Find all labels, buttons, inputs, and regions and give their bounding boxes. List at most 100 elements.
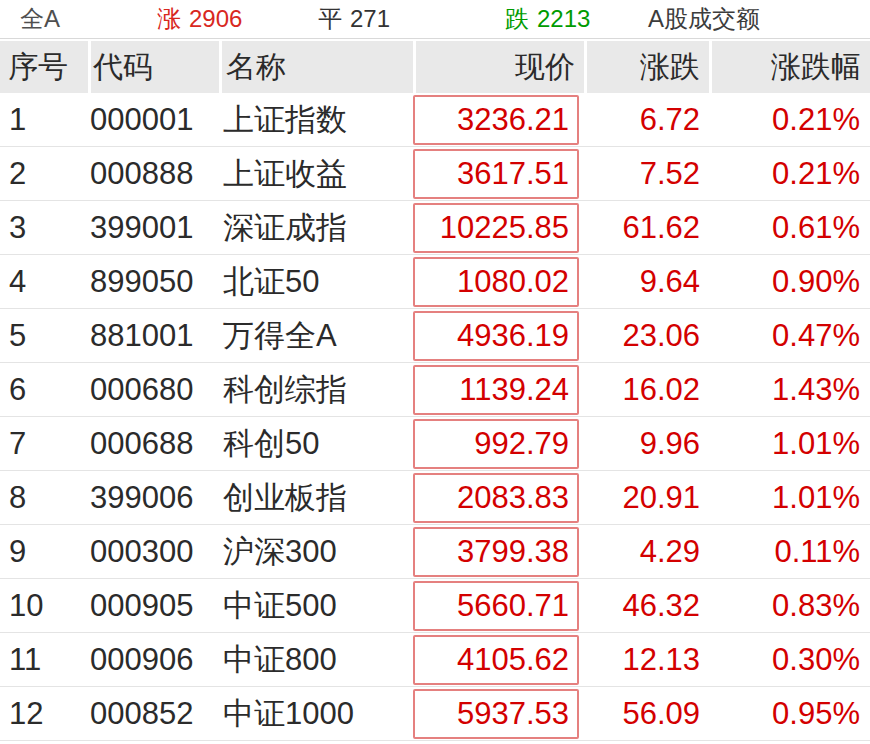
row-name: 上证收益 (219, 153, 413, 195)
advancers-label: 涨 (157, 5, 181, 32)
index-quote-table: 序号 代码 名称 现价 涨跌 涨跌幅 1 000001 上证指数 3236.21… (0, 41, 870, 741)
market-summary-bar: 全A 涨 2906 平 271 跌 2213 A股成交额 (0, 0, 870, 39)
row-seq: 6 (0, 372, 88, 408)
header-pct[interactable]: 涨跌幅 (709, 41, 870, 93)
row-seq: 8 (0, 480, 88, 516)
row-change-pct: 1.43% (709, 372, 870, 408)
row-change: 9.64 (584, 264, 709, 300)
row-change-pct: 0.30% (709, 642, 870, 678)
table-row[interactable]: 2 000888 上证收益 3617.51 7.52 0.21% (0, 147, 870, 201)
row-price-box: 3236.21 (413, 95, 579, 145)
table-row[interactable]: 4 899050 北证50 1080.02 9.64 0.90% (0, 255, 870, 309)
table-row[interactable]: 1 000001 上证指数 3236.21 6.72 0.21% (0, 93, 870, 147)
row-code: 000906 (88, 642, 219, 678)
row-change: 23.06 (584, 318, 709, 354)
row-name: 上证指数 (219, 99, 413, 141)
row-name: 科创综指 (219, 369, 413, 411)
row-code: 399001 (88, 210, 219, 246)
row-change: 56.09 (584, 696, 709, 732)
table-row[interactable]: 7 000688 科创50 992.79 9.96 1.01% (0, 417, 870, 471)
header-seq[interactable]: 序号 (0, 41, 88, 93)
decliners-label: 跌 (505, 5, 529, 32)
row-seq: 11 (0, 642, 88, 678)
row-change-pct: 0.61% (709, 210, 870, 246)
row-seq: 1 (0, 102, 88, 138)
row-seq: 5 (0, 318, 88, 354)
row-price-box: 5660.71 (413, 581, 579, 631)
row-name: 中证800 (219, 639, 413, 681)
table-row[interactable]: 12 000852 中证1000 5937.53 56.09 0.95% (0, 687, 870, 741)
row-price-cell: 10225.85 (413, 201, 584, 255)
header-code[interactable]: 代码 (88, 41, 219, 93)
decliners-count: 2213 (537, 5, 590, 32)
row-change: 12.13 (584, 642, 709, 678)
index-table-body: 1 000001 上证指数 3236.21 6.72 0.21% 2 00088… (0, 93, 870, 741)
row-seq: 9 (0, 534, 88, 570)
a-share-turnover-tab[interactable]: A股成交额 (648, 3, 760, 35)
row-price-cell: 5937.53 (413, 687, 584, 741)
row-change-pct: 1.01% (709, 426, 870, 462)
row-change: 20.91 (584, 480, 709, 516)
unchanged-label: 平 (318, 5, 342, 32)
table-row[interactable]: 5 881001 万得全A 4936.19 23.06 0.47% (0, 309, 870, 363)
row-code: 399006 (88, 480, 219, 516)
row-change: 9.96 (584, 426, 709, 462)
row-price-box: 1139.24 (413, 365, 579, 415)
row-name: 中证1000 (219, 693, 413, 735)
row-code: 000852 (88, 696, 219, 732)
row-price-box: 3617.51 (413, 149, 579, 199)
row-name: 万得全A (219, 315, 413, 357)
decliners-stat[interactable]: 跌 2213 (505, 3, 590, 35)
market-scope-tab[interactable]: 全A (20, 3, 60, 35)
header-change[interactable]: 涨跌 (584, 41, 709, 93)
row-price-cell: 4105.62 (413, 633, 584, 687)
row-code: 881001 (88, 318, 219, 354)
row-change: 16.02 (584, 372, 709, 408)
row-code: 899050 (88, 264, 219, 300)
row-name: 深证成指 (219, 207, 413, 249)
row-change: 4.29 (584, 534, 709, 570)
row-price-box: 2083.83 (413, 473, 579, 523)
table-row[interactable]: 9 000300 沪深300 3799.38 4.29 0.11% (0, 525, 870, 579)
row-price-cell: 2083.83 (413, 471, 584, 525)
table-row[interactable]: 6 000680 科创综指 1139.24 16.02 1.43% (0, 363, 870, 417)
row-price-box: 4936.19 (413, 311, 579, 361)
row-code: 000680 (88, 372, 219, 408)
row-seq: 7 (0, 426, 88, 462)
table-row[interactable]: 8 399006 创业板指 2083.83 20.91 1.01% (0, 471, 870, 525)
row-change: 6.72 (584, 102, 709, 138)
row-price-box: 10225.85 (413, 203, 579, 253)
row-change-pct: 0.90% (709, 264, 870, 300)
header-price[interactable]: 现价 (413, 41, 584, 93)
row-price-box: 1080.02 (413, 257, 579, 307)
table-row[interactable]: 10 000905 中证500 5660.71 46.32 0.83% (0, 579, 870, 633)
unchanged-count: 271 (350, 5, 390, 32)
row-change-pct: 0.11% (709, 534, 870, 570)
unchanged-stat[interactable]: 平 271 (318, 3, 390, 35)
row-change-pct: 0.21% (709, 156, 870, 192)
row-change-pct: 1.01% (709, 480, 870, 516)
row-change: 61.62 (584, 210, 709, 246)
row-price-cell: 4936.19 (413, 309, 584, 363)
table-row[interactable]: 11 000906 中证800 4105.62 12.13 0.30% (0, 633, 870, 687)
header-name[interactable]: 名称 (219, 41, 413, 93)
row-price-cell: 1139.24 (413, 363, 584, 417)
row-name: 北证50 (219, 261, 413, 303)
advancers-count: 2906 (189, 5, 242, 32)
row-price-box: 992.79 (413, 419, 579, 469)
row-price-box: 3799.38 (413, 527, 579, 577)
table-row[interactable]: 3 399001 深证成指 10225.85 61.62 0.61% (0, 201, 870, 255)
advancers-stat[interactable]: 涨 2906 (157, 3, 242, 35)
row-change: 7.52 (584, 156, 709, 192)
row-price-cell: 5660.71 (413, 579, 584, 633)
row-change-pct: 0.21% (709, 102, 870, 138)
row-price-box: 5937.53 (413, 689, 579, 739)
row-code: 000905 (88, 588, 219, 624)
row-name: 中证500 (219, 585, 413, 627)
row-change: 46.32 (584, 588, 709, 624)
row-change-pct: 0.83% (709, 588, 870, 624)
row-seq: 2 (0, 156, 88, 192)
row-change-pct: 0.47% (709, 318, 870, 354)
table-header-row: 序号 代码 名称 现价 涨跌 涨跌幅 (0, 41, 870, 93)
row-seq: 3 (0, 210, 88, 246)
